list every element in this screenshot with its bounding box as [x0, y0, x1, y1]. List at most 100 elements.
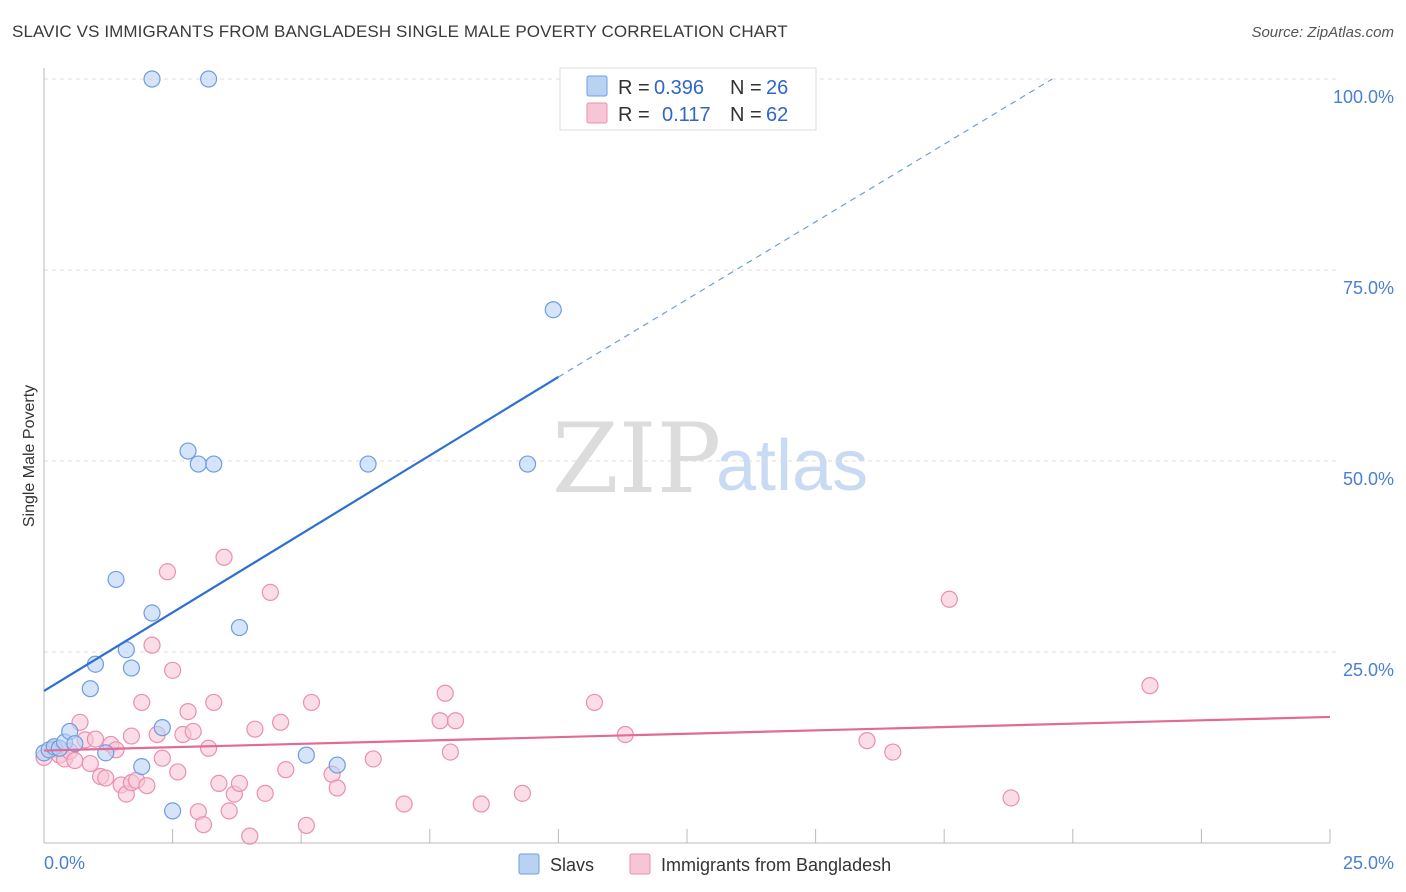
series-legend: Slavs Immigrants from Bangladesh: [518, 853, 891, 875]
bangladesh-point: [261, 583, 279, 602]
slavs-point: [189, 455, 207, 473]
y-axis-label: Single Male Poverty: [21, 385, 38, 527]
bangladesh-point: [122, 727, 141, 745]
bottom-legend-label-bangladesh: Immigrants from Bangladesh: [661, 855, 891, 875]
bangladesh-point: [184, 722, 202, 741]
x-tick-label-min: 0.0%: [44, 853, 85, 873]
bangladesh-point: [81, 754, 99, 773]
slavs-point: [200, 70, 218, 88]
bangladesh-point: [364, 750, 382, 768]
legend-r-label-bangladesh: R =: [618, 104, 650, 126]
slavs-trendline: [43, 376, 559, 692]
bottom-legend-label-slavs: Slavs: [550, 855, 594, 875]
watermark-atlas: atlas: [716, 426, 868, 506]
bangladesh-trendline: [43, 715, 1331, 752]
legend-n-value-bangladesh: 62: [766, 104, 788, 126]
bangladesh-point: [395, 795, 413, 813]
legend-r-value-slavs: 0.396: [654, 77, 704, 99]
legend-n-label-slavs: N =: [730, 77, 762, 99]
bangladesh-point: [205, 693, 223, 712]
legend-n-value-slavs: 26: [766, 77, 788, 99]
slavs-point: [143, 70, 161, 88]
bottom-legend-swatch-slavs: [518, 853, 540, 875]
bangladesh-point: [97, 769, 115, 787]
bangladesh-point: [328, 779, 346, 797]
bangladesh-point: [940, 590, 958, 608]
slavs-point: [122, 659, 141, 677]
y-tick-label: 75.0%: [1343, 278, 1394, 298]
slavs-point: [66, 735, 84, 753]
correlation-legend: R = 0.396 N = 26 R = 0.117 N = 62: [559, 67, 817, 131]
bottom-legend-swatch-bangladesh: [629, 853, 651, 875]
bangladesh-point: [194, 816, 213, 834]
slavs-points: [35, 70, 562, 820]
bangladesh-point: [86, 730, 105, 748]
source-credit: Source: ZipAtlas.com: [1251, 24, 1394, 41]
bangladesh-point: [133, 693, 151, 712]
bangladesh-point: [446, 712, 465, 730]
y-tick-labels: 25.0% 50.0% 75.0% 100.0%: [1333, 87, 1394, 680]
bangladesh-point: [241, 827, 259, 845]
bangladesh-point: [431, 712, 449, 730]
x-tick-marks: [43, 829, 1331, 843]
slavs-point: [81, 680, 99, 698]
bangladesh-point: [246, 720, 264, 738]
bangladesh-point: [884, 743, 902, 761]
y-tick-label: 25.0%: [1343, 660, 1394, 680]
bangladesh-point: [230, 774, 249, 793]
slavs-point: [297, 746, 315, 764]
slavs-point: [97, 744, 115, 762]
bangladesh-point: [441, 743, 459, 761]
bangladesh-point: [436, 684, 454, 702]
slavs-trendline-extension: [558, 78, 1053, 378]
bangladesh-point: [858, 732, 876, 750]
legend-n-label-bangladesh: N =: [730, 104, 762, 126]
slavs-point: [230, 618, 249, 637]
bangladesh-point: [210, 774, 228, 793]
trendlines: [43, 78, 1331, 752]
bangladesh-point: [179, 702, 197, 721]
bangladesh-point: [169, 763, 187, 781]
bangladesh-point: [302, 693, 321, 712]
legend-swatch-slavs: [586, 75, 608, 97]
slavs-point: [544, 301, 562, 319]
y-tick-label: 50.0%: [1343, 469, 1394, 489]
slavs-point: [179, 442, 197, 460]
bangladesh-point: [200, 739, 218, 757]
slavs-point: [205, 455, 223, 473]
y-tick-label: 100.0%: [1333, 87, 1394, 107]
bangladesh-point: [66, 751, 84, 770]
bangladesh-point: [138, 777, 156, 795]
bangladesh-point: [272, 713, 290, 731]
legend-swatch-bangladesh: [586, 102, 608, 124]
slavs-point: [359, 455, 377, 473]
slavs-point: [328, 756, 346, 774]
gridlines: [44, 78, 1336, 653]
bangladesh-point: [143, 636, 161, 654]
bangladesh-point: [1141, 677, 1159, 695]
x-tick-label-max: 25.0%: [1343, 853, 1394, 873]
bangladesh-point: [153, 749, 171, 767]
bangladesh-point: [215, 548, 233, 566]
bangladesh-point: [220, 802, 238, 820]
slavs-point: [133, 757, 151, 776]
bangladesh-point: [277, 761, 295, 779]
bangladesh-point: [1002, 789, 1020, 807]
slavs-point: [164, 802, 182, 820]
bangladesh-point: [158, 563, 177, 581]
slavs-point: [518, 455, 537, 473]
legend-r-label-slavs: R =: [618, 77, 650, 99]
watermark-zip: ZIP: [552, 403, 721, 515]
slavs-point: [153, 719, 171, 737]
slavs-point: [143, 604, 161, 622]
bangladesh-point: [164, 661, 182, 679]
bangladesh-point: [585, 693, 604, 712]
bangladesh-point: [297, 816, 315, 835]
legend-r-value-bangladesh: 0.117: [662, 104, 711, 126]
chart-title: SLAVIC VS IMMIGRANTS FROM BANGLADESH SIN…: [12, 22, 788, 41]
bangladesh-point: [256, 784, 274, 802]
bangladesh-point: [472, 795, 490, 813]
bangladesh-point: [513, 784, 531, 802]
slavs-point: [107, 570, 125, 589]
